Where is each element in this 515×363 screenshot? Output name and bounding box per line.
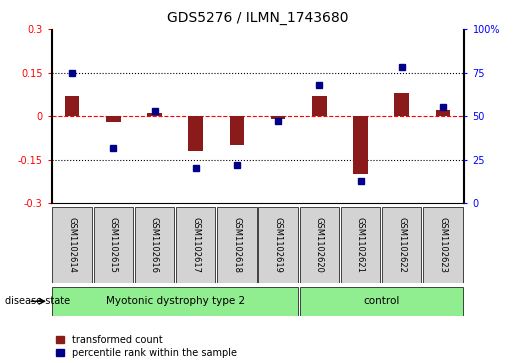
Bar [353, 116, 368, 174]
Text: GSM1102621: GSM1102621 [356, 217, 365, 273]
Text: GSM1102619: GSM1102619 [273, 217, 283, 273]
Bar [176, 207, 215, 283]
Text: GSM1102614: GSM1102614 [67, 217, 77, 273]
Bar [382, 207, 421, 283]
Text: GSM1102620: GSM1102620 [315, 217, 324, 273]
Bar [65, 96, 79, 116]
Bar [271, 116, 285, 119]
Bar [423, 207, 462, 283]
Bar [436, 110, 450, 116]
Text: GSM1102618: GSM1102618 [232, 217, 242, 273]
Text: GSM1102615: GSM1102615 [109, 217, 118, 273]
Bar [341, 207, 380, 283]
Title: GDS5276 / ILMN_1743680: GDS5276 / ILMN_1743680 [167, 11, 348, 25]
Bar [312, 96, 327, 116]
Bar [259, 207, 298, 283]
Bar [147, 113, 162, 116]
Text: control: control [363, 296, 399, 306]
Bar [394, 93, 409, 116]
Bar [135, 207, 174, 283]
Text: Myotonic dystrophy type 2: Myotonic dystrophy type 2 [106, 296, 245, 306]
Bar [53, 207, 92, 283]
Text: GSM1102616: GSM1102616 [150, 217, 159, 273]
Bar [230, 116, 244, 145]
Bar [300, 287, 462, 316]
Bar [94, 207, 133, 283]
Bar [106, 116, 121, 122]
Bar [217, 207, 256, 283]
Legend: transformed count, percentile rank within the sample: transformed count, percentile rank withi… [56, 335, 237, 358]
Text: GSM1102622: GSM1102622 [397, 217, 406, 273]
Text: disease state: disease state [5, 296, 70, 306]
Text: GSM1102623: GSM1102623 [438, 217, 448, 273]
Bar [188, 116, 203, 151]
Bar [53, 287, 298, 316]
Bar [300, 207, 339, 283]
Text: GSM1102617: GSM1102617 [191, 217, 200, 273]
